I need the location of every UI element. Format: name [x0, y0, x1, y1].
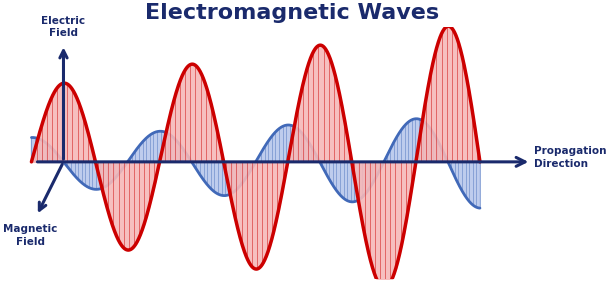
Text: Magnetic
Field: Magnetic Field [3, 224, 58, 247]
Text: Electric
Field: Electric Field [42, 16, 86, 38]
Title: Electromagnetic Waves: Electromagnetic Waves [146, 3, 439, 23]
Text: Propagation
Direction: Propagation Direction [534, 146, 607, 169]
